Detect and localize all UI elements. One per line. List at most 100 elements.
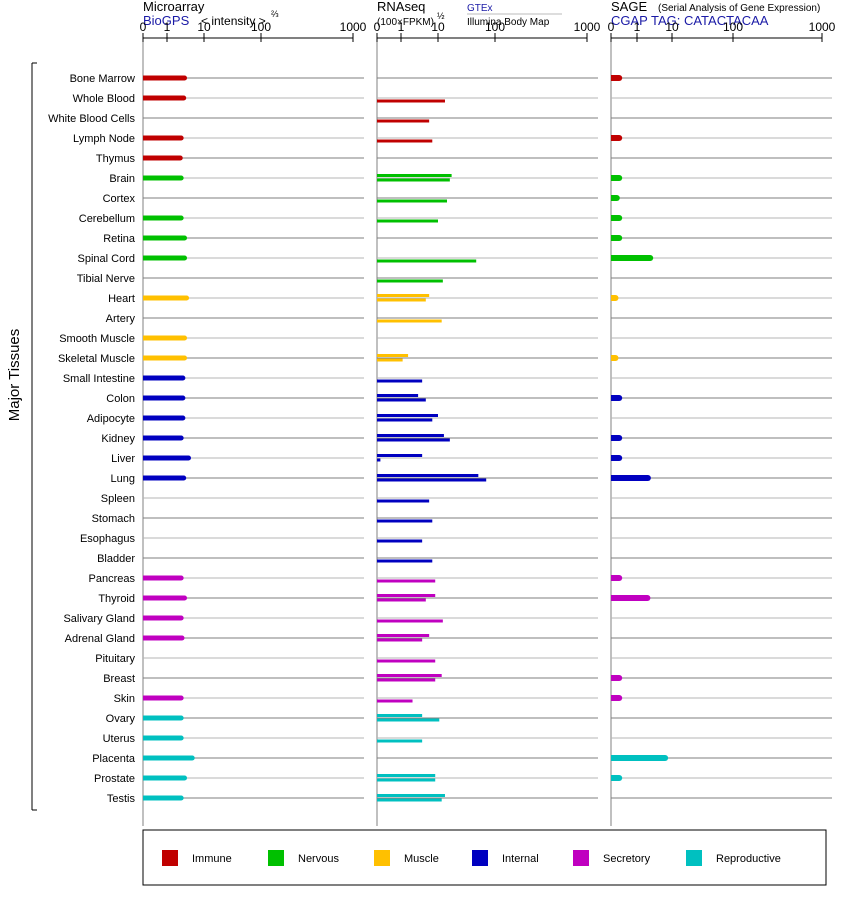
tissue-label: Colon	[106, 393, 135, 405]
sage-bar	[611, 475, 648, 481]
sage-subtitle: (Serial Analysis of Gene Expression)	[658, 3, 820, 14]
sage-tag: CGAP TAG: CATACTACAA	[611, 13, 769, 28]
tissue-label: Adrenal Gland	[65, 633, 135, 645]
tissue-label: Esophagus	[80, 533, 136, 545]
x-tick-label: 0	[374, 20, 381, 34]
x-tick-label: 1000	[809, 20, 836, 34]
rnaseq-bar	[377, 778, 436, 782]
rnaseq-bar	[377, 458, 381, 462]
microarray-bar	[143, 755, 193, 761]
sage-bar-cap	[616, 395, 623, 401]
microarray-bar	[143, 75, 185, 81]
tissue-label: Spleen	[101, 493, 135, 505]
tissue-label: Prostate	[94, 773, 135, 785]
tissue-label: Stomach	[92, 513, 135, 525]
tissue-label: Uterus	[103, 733, 136, 745]
rnaseq-bar	[377, 559, 433, 563]
rnaseq-bar	[377, 774, 436, 777]
tissue-label: White Blood Cells	[48, 113, 135, 125]
rnaseq-bar	[377, 394, 419, 397]
legend-swatch	[686, 850, 702, 866]
rnaseq-bar	[377, 638, 423, 642]
tissue-label: Lymph Node	[73, 133, 135, 145]
microarray-source: BioGPS	[143, 13, 190, 28]
x-tick-label: 100	[723, 20, 743, 34]
microarray-bar	[143, 255, 185, 261]
legend-label: Immune	[192, 853, 232, 865]
microarray-bar-cap	[178, 715, 184, 721]
microarray-bar-cap	[182, 355, 188, 361]
rnaseq-bar	[377, 478, 487, 482]
microarray-bar	[143, 175, 182, 181]
rnaseq-bar	[377, 259, 477, 263]
sage-bar-cap	[616, 235, 623, 241]
tissue-label: Ovary	[106, 713, 136, 725]
microarray-bar-cap	[178, 795, 184, 801]
sage-bar	[611, 575, 620, 581]
rnaseq-source-illumina: Illumina Body Map	[467, 17, 550, 28]
microarray-bar-cap	[182, 335, 188, 341]
microarray-title: Microarray	[143, 0, 205, 14]
sage-bar	[611, 455, 620, 461]
microarray-bar-cap	[181, 475, 187, 481]
rnaseq-bar	[377, 598, 426, 602]
sage-bar-cap	[662, 755, 669, 761]
sage-bar	[611, 395, 620, 401]
tissue-label: Whole Blood	[73, 93, 135, 105]
microarray-bar-cap	[178, 175, 184, 181]
microarray-bar-cap	[177, 155, 183, 161]
microarray-bar	[143, 695, 182, 701]
rnaseq-bar	[377, 798, 442, 802]
microarray-bar-cap	[180, 415, 186, 421]
microarray-bar	[143, 735, 182, 741]
x-tick-label: 1	[398, 20, 405, 34]
rnaseq-bar	[377, 219, 438, 223]
sage-title: SAGE	[611, 0, 647, 14]
sage-bar-cap	[644, 595, 651, 601]
sage-bar-cap	[616, 695, 623, 701]
tissue-label: Thymus	[96, 153, 136, 165]
sage-bar-cap	[612, 355, 619, 361]
rnaseq-bar	[377, 99, 445, 103]
microarray-bar	[143, 355, 185, 361]
tissue-label: Breast	[103, 673, 135, 685]
tissue-label: Pituitary	[95, 653, 135, 665]
sage-bar	[611, 235, 620, 241]
microarray-bar-cap	[189, 755, 195, 761]
rnaseq-bar	[377, 139, 433, 143]
sage-bar	[611, 775, 620, 781]
sage-bar	[611, 755, 666, 761]
sage-bar-cap	[613, 195, 620, 201]
microarray-bar	[143, 595, 185, 601]
tissue-label: Thyroid	[98, 593, 135, 605]
x-tick-label: 100	[485, 20, 505, 34]
microarray-bar-cap	[178, 575, 184, 581]
sage-bar-cap	[616, 435, 623, 441]
sage-bar	[611, 255, 651, 261]
microarray-bar	[143, 455, 189, 461]
sage-bar	[611, 595, 648, 601]
sage-bar-cap	[647, 255, 654, 261]
microarray-bar	[143, 395, 183, 401]
rnaseq-bar	[377, 294, 430, 297]
legend-swatch	[374, 850, 390, 866]
tissue-label: Salivary Gland	[63, 613, 135, 625]
tissue-label: Cortex	[103, 193, 136, 205]
tissue-label: Bladder	[97, 553, 135, 565]
rnaseq-bar	[377, 579, 436, 583]
sage-bar	[611, 695, 620, 701]
legend-swatch	[472, 850, 488, 866]
rnaseq-bar	[377, 674, 442, 677]
rnaseq-bar	[377, 499, 430, 503]
sage-bar-cap	[616, 775, 623, 781]
microarray-bar	[143, 235, 185, 241]
rnaseq-bar	[377, 279, 443, 283]
tissue-label: Skeletal Muscle	[58, 353, 135, 365]
sage-bar-cap	[612, 295, 619, 301]
sage-bar	[611, 675, 620, 681]
x-tick-label: 1000	[574, 20, 601, 34]
rnaseq-bar	[377, 699, 413, 703]
tissue-label: Kidney	[101, 433, 135, 445]
rnaseq-bar	[377, 634, 430, 637]
sage-bar	[611, 135, 620, 141]
